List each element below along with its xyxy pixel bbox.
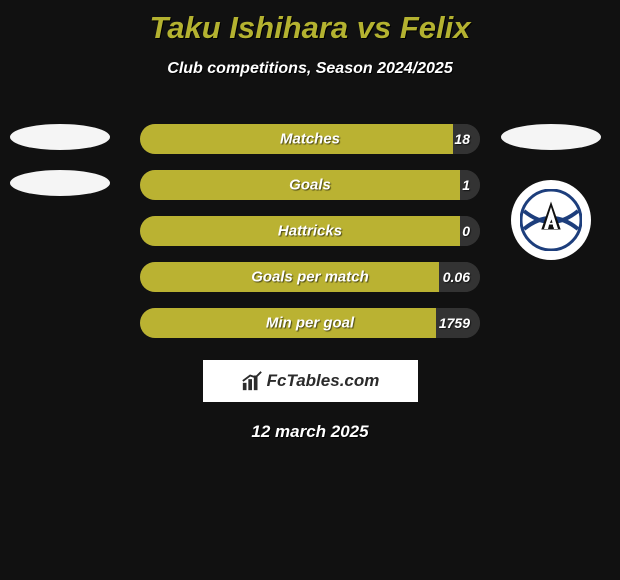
brand-chart-icon <box>241 370 263 392</box>
stat-label: Goals <box>140 177 480 194</box>
stat-value-right: 0 <box>462 223 470 239</box>
stat-row: Hattricks0 <box>0 208 620 254</box>
stat-bar-track: Goals per match0.06 <box>140 262 480 292</box>
subtitle: Club competitions, Season 2024/2025 <box>0 60 620 78</box>
stat-value-right: 1759 <box>439 315 470 331</box>
stat-row: Min per goal1759 <box>0 300 620 346</box>
stat-value-right: 18 <box>454 131 470 147</box>
stat-row: Goals1 <box>0 162 620 208</box>
stat-bar-track: Goals1 <box>140 170 480 200</box>
stat-bar-track: Hattricks0 <box>140 216 480 246</box>
stat-label: Hattricks <box>140 223 480 240</box>
date-line: 12 march 2025 <box>0 422 620 442</box>
stat-value-right: 0.06 <box>443 269 470 285</box>
stat-label: Matches <box>140 131 480 148</box>
stat-value-right: 1 <box>462 177 470 193</box>
stat-row: Matches18 <box>0 116 620 162</box>
stat-label: Goals per match <box>140 269 480 286</box>
comparison-rows: Matches18 Goals1 Hattricks0 Goals per match… <box>0 116 620 346</box>
page-title: Taku Ishihara vs Felix <box>0 0 620 46</box>
stat-bar-track: Matches18 <box>140 124 480 154</box>
stat-bar-track: Min per goal1759 <box>140 308 480 338</box>
stat-row: Goals per match0.06 <box>0 254 620 300</box>
brand-label: FcTables.com <box>267 371 380 391</box>
brand-box[interactable]: FcTables.com <box>203 360 418 402</box>
stat-label: Min per goal <box>140 315 480 332</box>
